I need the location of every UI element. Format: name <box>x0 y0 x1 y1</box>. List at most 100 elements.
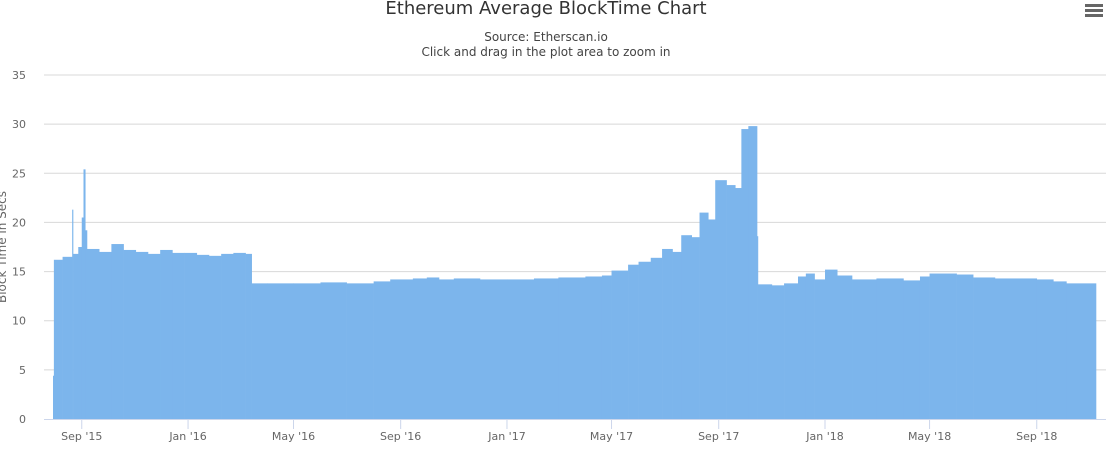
bar <box>1066 283 1097 419</box>
bar <box>691 237 700 419</box>
bar <box>346 283 374 419</box>
bar <box>1053 281 1067 419</box>
x-tick-label: May '16 <box>272 430 315 443</box>
bar <box>245 253 252 419</box>
bar <box>221 253 234 419</box>
bar <box>757 284 773 419</box>
bar <box>123 249 137 419</box>
bar <box>208 255 222 419</box>
bar <box>771 285 785 419</box>
bar <box>320 282 347 419</box>
bar <box>73 253 79 419</box>
bar <box>708 219 716 419</box>
bar <box>662 248 673 419</box>
bar <box>53 259 63 419</box>
bar <box>81 217 84 419</box>
bar <box>160 249 173 419</box>
bar <box>251 283 268 419</box>
bar <box>453 278 481 419</box>
x-tick-label: Sep '15 <box>61 430 102 443</box>
bar <box>672 251 682 419</box>
bar <box>805 273 815 419</box>
x-tick-label: Sep '17 <box>698 430 739 443</box>
x-tick-label: Sep '18 <box>1016 430 1057 443</box>
bar <box>558 277 586 419</box>
bar <box>757 236 759 419</box>
bar <box>111 244 124 419</box>
x-tick-label: Jan '18 <box>805 430 843 443</box>
bar <box>837 275 853 419</box>
bar <box>715 180 727 419</box>
bar <box>99 251 112 419</box>
bar <box>628 264 639 419</box>
y-tick-label: 15 <box>12 266 26 279</box>
x-tick-label: May '18 <box>908 430 951 443</box>
bar <box>1021 278 1038 419</box>
bar <box>876 278 904 419</box>
bar <box>956 274 974 419</box>
bar <box>681 235 692 419</box>
bar <box>741 129 749 420</box>
bar <box>798 276 807 419</box>
bar <box>412 278 428 419</box>
bar <box>233 252 246 419</box>
bar <box>293 283 321 419</box>
bar <box>748 126 758 419</box>
bar <box>814 279 826 419</box>
x-tick-label: May '17 <box>590 430 633 443</box>
y-tick-label: 35 <box>12 69 26 82</box>
bar <box>184 252 198 419</box>
x-tick-label: Jan '16 <box>168 430 206 443</box>
bar <box>585 276 603 419</box>
bar <box>601 275 612 419</box>
y-tick-label: 30 <box>12 118 26 131</box>
y-tick-label: 20 <box>12 216 26 229</box>
bar <box>78 247 83 419</box>
bar <box>85 230 88 419</box>
bar <box>426 277 440 419</box>
bar <box>62 256 73 419</box>
bar <box>611 270 629 419</box>
bar <box>994 278 1023 419</box>
bar <box>147 253 161 419</box>
bar <box>973 277 996 419</box>
bar <box>53 375 55 419</box>
bar <box>825 269 838 419</box>
bar <box>852 279 877 419</box>
bar <box>135 251 149 419</box>
bar <box>439 279 455 419</box>
bar <box>699 212 709 419</box>
bar <box>83 169 86 419</box>
bar <box>784 283 799 419</box>
bar <box>638 261 652 419</box>
chart-subtitle: Source: Etherscan.io <box>484 30 608 44</box>
bar <box>919 276 930 419</box>
chart-title: Ethereum Average BlockTime Chart <box>385 0 706 19</box>
y-axis-title: Block Time in Secs <box>0 191 9 303</box>
bar <box>390 279 414 419</box>
bar <box>903 280 921 419</box>
bar <box>929 273 957 419</box>
y-tick-label: 5 <box>19 364 26 377</box>
x-tick-label: Sep '16 <box>380 430 421 443</box>
bar <box>72 209 74 419</box>
x-tick-label: Jan '17 <box>487 430 525 443</box>
bar <box>86 248 100 419</box>
bar <box>373 281 391 419</box>
bar <box>196 254 210 419</box>
hamburger-menu-icon[interactable] <box>1085 3 1103 19</box>
bar <box>726 185 736 419</box>
bar <box>650 257 663 419</box>
y-tick-label: 25 <box>12 167 26 180</box>
bar <box>267 283 294 419</box>
bar <box>506 279 535 419</box>
bar <box>735 188 742 419</box>
y-tick-label: 10 <box>12 315 26 328</box>
bar <box>533 278 559 419</box>
bar <box>172 252 185 419</box>
bar <box>1036 279 1054 419</box>
y-tick-label: 0 <box>19 413 26 426</box>
chart-subtitle-zoom-hint: Click and drag in the plot area to zoom … <box>421 45 670 59</box>
